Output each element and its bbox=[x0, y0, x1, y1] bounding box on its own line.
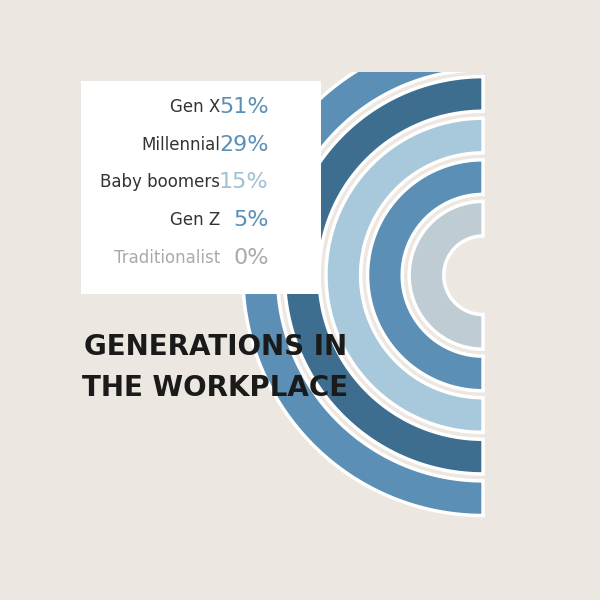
Text: Baby boomers: Baby boomers bbox=[100, 173, 220, 191]
Text: Traditionalist: Traditionalist bbox=[114, 249, 220, 267]
Text: THE WORKPLACE: THE WORKPLACE bbox=[82, 374, 348, 403]
Text: 5%: 5% bbox=[233, 211, 269, 230]
Text: 15%: 15% bbox=[219, 172, 269, 193]
Polygon shape bbox=[409, 202, 483, 349]
FancyBboxPatch shape bbox=[81, 81, 322, 294]
Polygon shape bbox=[326, 118, 483, 433]
Polygon shape bbox=[243, 35, 483, 515]
Polygon shape bbox=[368, 160, 483, 391]
Text: 0%: 0% bbox=[233, 248, 269, 268]
Text: 51%: 51% bbox=[219, 97, 269, 116]
Text: Gen Z: Gen Z bbox=[170, 211, 220, 229]
Text: 29%: 29% bbox=[219, 134, 269, 155]
Polygon shape bbox=[284, 77, 483, 474]
Text: Millennial: Millennial bbox=[142, 136, 220, 154]
Text: Gen X: Gen X bbox=[170, 98, 220, 116]
Text: GENERATIONS IN: GENERATIONS IN bbox=[83, 333, 347, 361]
